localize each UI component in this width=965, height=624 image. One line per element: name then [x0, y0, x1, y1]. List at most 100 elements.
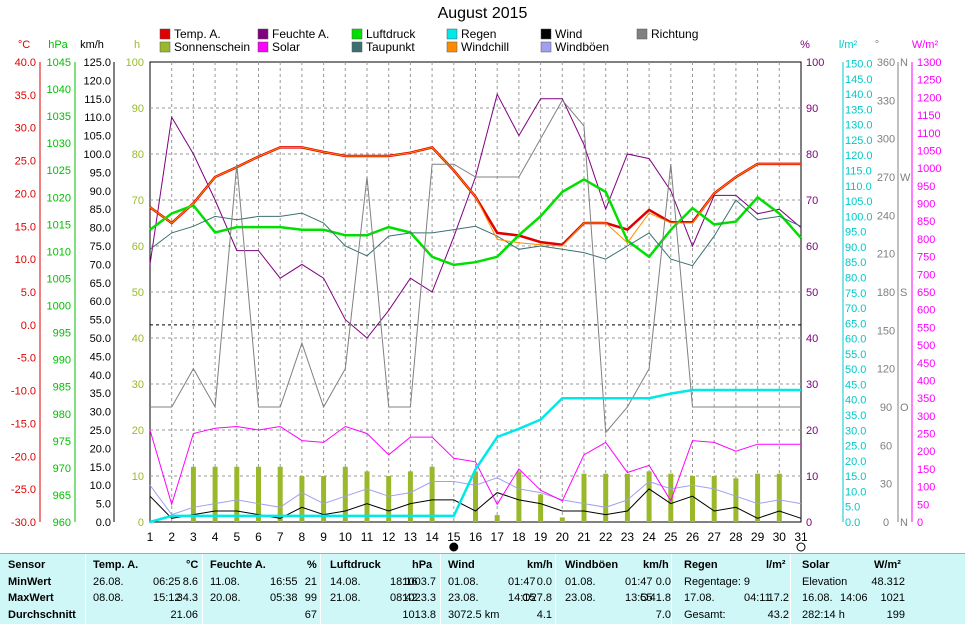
sunshine-bar: [516, 471, 522, 522]
pressure-tick-label: 980: [53, 409, 71, 421]
sunshine-bar: [603, 473, 609, 522]
temp-tick-label: -15.0: [11, 418, 36, 430]
solar-tick-label: 1100: [917, 128, 941, 140]
sunshine-bar: [733, 478, 739, 522]
pressure-tick-label: 1045: [47, 57, 71, 69]
sunshine-bar: [494, 515, 500, 522]
rain-stats-value: Gesamt:: [684, 609, 726, 621]
rain-tick-label: 145.0: [845, 74, 873, 86]
rain-tick-label: 10.0: [845, 486, 866, 498]
legend-label: Windchill: [461, 40, 509, 54]
direction-tick-label: 270: [877, 172, 895, 184]
pressure-tick-label: 1040: [47, 84, 71, 96]
wind-tick-label: 5.0: [96, 499, 111, 511]
direction-tick-label: 300: [877, 134, 895, 146]
solar-tick-label: 900: [917, 199, 935, 211]
gust-stats-unit: km/h: [643, 559, 669, 571]
pressure-axis-title: hPa: [48, 39, 68, 51]
x-tick-label: 7: [277, 530, 284, 544]
rain-tick-label: 40.0: [845, 395, 866, 407]
pressure-tick-label: 995: [53, 328, 71, 340]
rain-tick-label: 100.0: [845, 211, 873, 223]
wind-tick-label: 80.0: [90, 223, 111, 235]
wind-tick-label: 65.0: [90, 278, 111, 290]
solar-tick-label: 1050: [917, 145, 941, 157]
solar-tick-label: 400: [917, 375, 935, 387]
x-tick-label: 23: [621, 530, 635, 544]
solar-tick-label: 0: [917, 517, 923, 529]
legend-swatch: [446, 41, 458, 53]
rain-stats-unit: l/m²: [766, 559, 786, 571]
temp-stats-value: 8.6: [182, 576, 198, 588]
rain-tick-label: 105.0: [845, 196, 873, 208]
sunshine-bar: [668, 473, 674, 522]
humidity-tick-label: 90: [806, 103, 818, 115]
x-tick-label: 1: [147, 530, 154, 544]
column-divider: [320, 554, 321, 624]
rain-tick-label: 65.0: [845, 318, 866, 330]
legend-label: Richtung: [651, 27, 698, 41]
legend-label: Taupunkt: [366, 40, 415, 54]
rain-tick-label: 70.0: [845, 303, 866, 315]
direction-tick-label: 30: [880, 479, 892, 491]
rain-tick-label: 95.0: [845, 227, 866, 239]
moon-phase-icon: [449, 542, 459, 552]
legend-swatch: [159, 41, 171, 53]
solar-tick-label: 700: [917, 269, 935, 281]
solar-stats-value: 282:14 h: [802, 609, 845, 621]
x-tick-label: 25: [664, 530, 678, 544]
wind-tick-label: 100.0: [83, 149, 111, 161]
solar-tick-label: 300: [917, 411, 935, 423]
temp-tick-label: 25.0: [15, 156, 36, 168]
sunshine-bar: [212, 466, 218, 522]
pressure-stats-value: 14.08.: [330, 576, 361, 588]
rain-tick-label: 15.0: [845, 471, 866, 483]
sunshine-bar: [538, 494, 544, 522]
rain-tick-label: 140.0: [845, 89, 873, 101]
humidity-tick-label: 30: [806, 379, 818, 391]
pressure-stats-value: 1003.7: [402, 576, 436, 588]
solar-tick-label: 550: [917, 322, 935, 334]
direction-axis-title: °: [875, 39, 879, 51]
wind-tick-label: 15.0: [90, 462, 111, 474]
pressure-tick-label: 965: [53, 490, 71, 502]
sun-tick-label: 50: [132, 287, 144, 299]
x-tick-label: 19: [534, 530, 548, 544]
column-divider: [202, 554, 203, 624]
legend-swatch: [257, 41, 269, 53]
x-tick-label: 24: [642, 530, 656, 544]
rain-tick-label: 85.0: [845, 257, 866, 269]
legend-label: Solar: [272, 40, 300, 54]
rain-tick-label: 35.0: [845, 410, 866, 422]
temp-stats-value: 15:12: [153, 592, 181, 604]
temp-stats-value: 08.08.: [93, 592, 124, 604]
rain-tick-label: 80.0: [845, 272, 866, 284]
temp-tick-label: 0.0: [21, 320, 36, 332]
sun-tick-label: 60: [132, 241, 144, 253]
x-tick-label: 29: [751, 530, 765, 544]
solar-tick-label: 250: [917, 429, 935, 441]
series-line-solar: [149, 425, 801, 507]
wind-tick-label: 90.0: [90, 186, 111, 198]
rain-tick-label: 30.0: [845, 425, 866, 437]
temp-stats-unit: °C: [186, 559, 199, 571]
x-tick-label: 27: [708, 530, 722, 544]
x-tick-label: 6: [255, 530, 262, 544]
sunshine-bar: [581, 473, 587, 522]
x-tick-label: 12: [382, 530, 396, 544]
x-tick-label: 26: [686, 530, 700, 544]
wind-tick-label: 40.0: [90, 370, 111, 382]
sun-axis-title: h: [134, 39, 140, 51]
wind-tick-label: 95.0: [90, 167, 111, 179]
pressure-tick-label: 1005: [47, 273, 71, 285]
column-divider: [85, 554, 86, 624]
sun-tick-label: 20: [132, 425, 144, 437]
wind-tick-label: 115.0: [84, 94, 111, 106]
wind-tick-label: 10.0: [90, 480, 111, 492]
series-line-richtung: [150, 99, 801, 434]
solar-tick-label: 650: [917, 287, 935, 299]
legend-swatch: [257, 28, 269, 40]
temp-stats-value: 21.06: [170, 609, 198, 621]
pressure-stats-value: 21.08.: [330, 592, 361, 604]
x-tick-label: 15: [447, 530, 461, 544]
